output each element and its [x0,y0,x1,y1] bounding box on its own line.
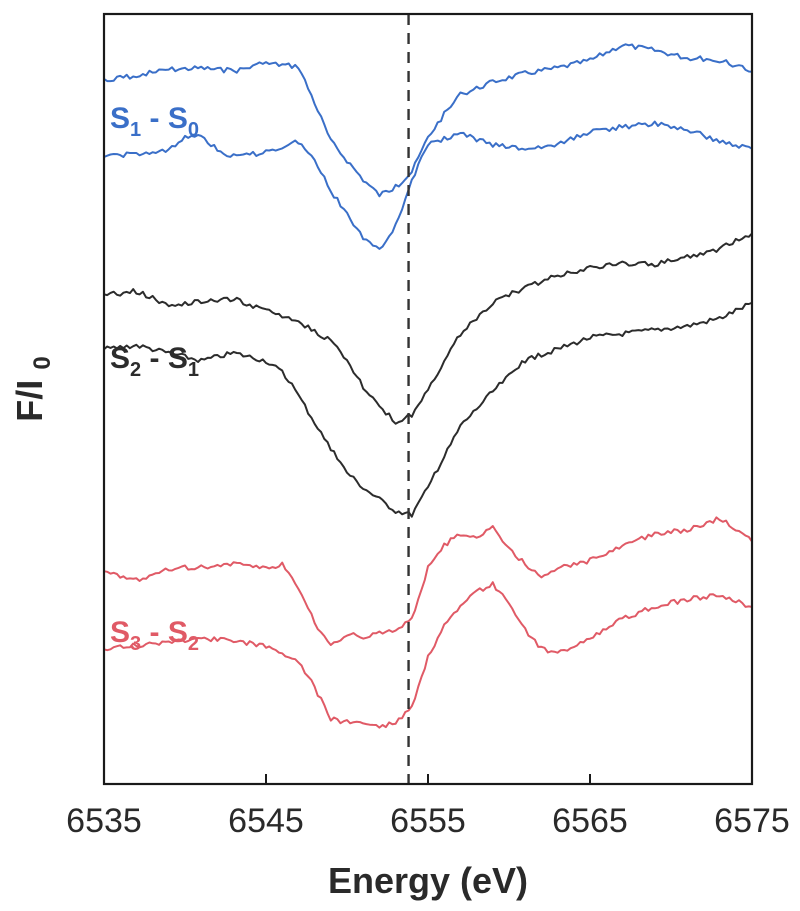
x-axis-ticks: 6535 6545 6555 6565 6575 [66,774,790,840]
series-line [103,301,753,518]
series-traces [103,43,753,729]
y-axis-title-main: F/I [9,380,50,422]
x-tick-label: 6535 [66,802,142,840]
series-line [103,232,753,425]
plot-frame [102,12,754,786]
x-axis-title: Energy (eV) [328,860,528,901]
series-line [103,516,753,646]
x-tick-label: 6575 [714,802,790,840]
series-label: S3 - S2 [110,616,199,655]
x-tick-label: 6565 [552,802,628,840]
y-axis-title: F/I 0 [9,356,56,421]
series-line [103,120,753,250]
x-tick-label: 6545 [228,802,304,840]
series-labels: S1 - S0 S2 - S1 S3 - S2 [110,102,199,655]
series-label: S1 - S0 [110,102,199,141]
series-line [103,581,753,729]
x-tick-label: 6555 [390,802,466,840]
series-label: S2 - S1 [110,342,199,381]
series-line [103,43,753,198]
y-axis-title-sub: 0 [29,356,56,369]
